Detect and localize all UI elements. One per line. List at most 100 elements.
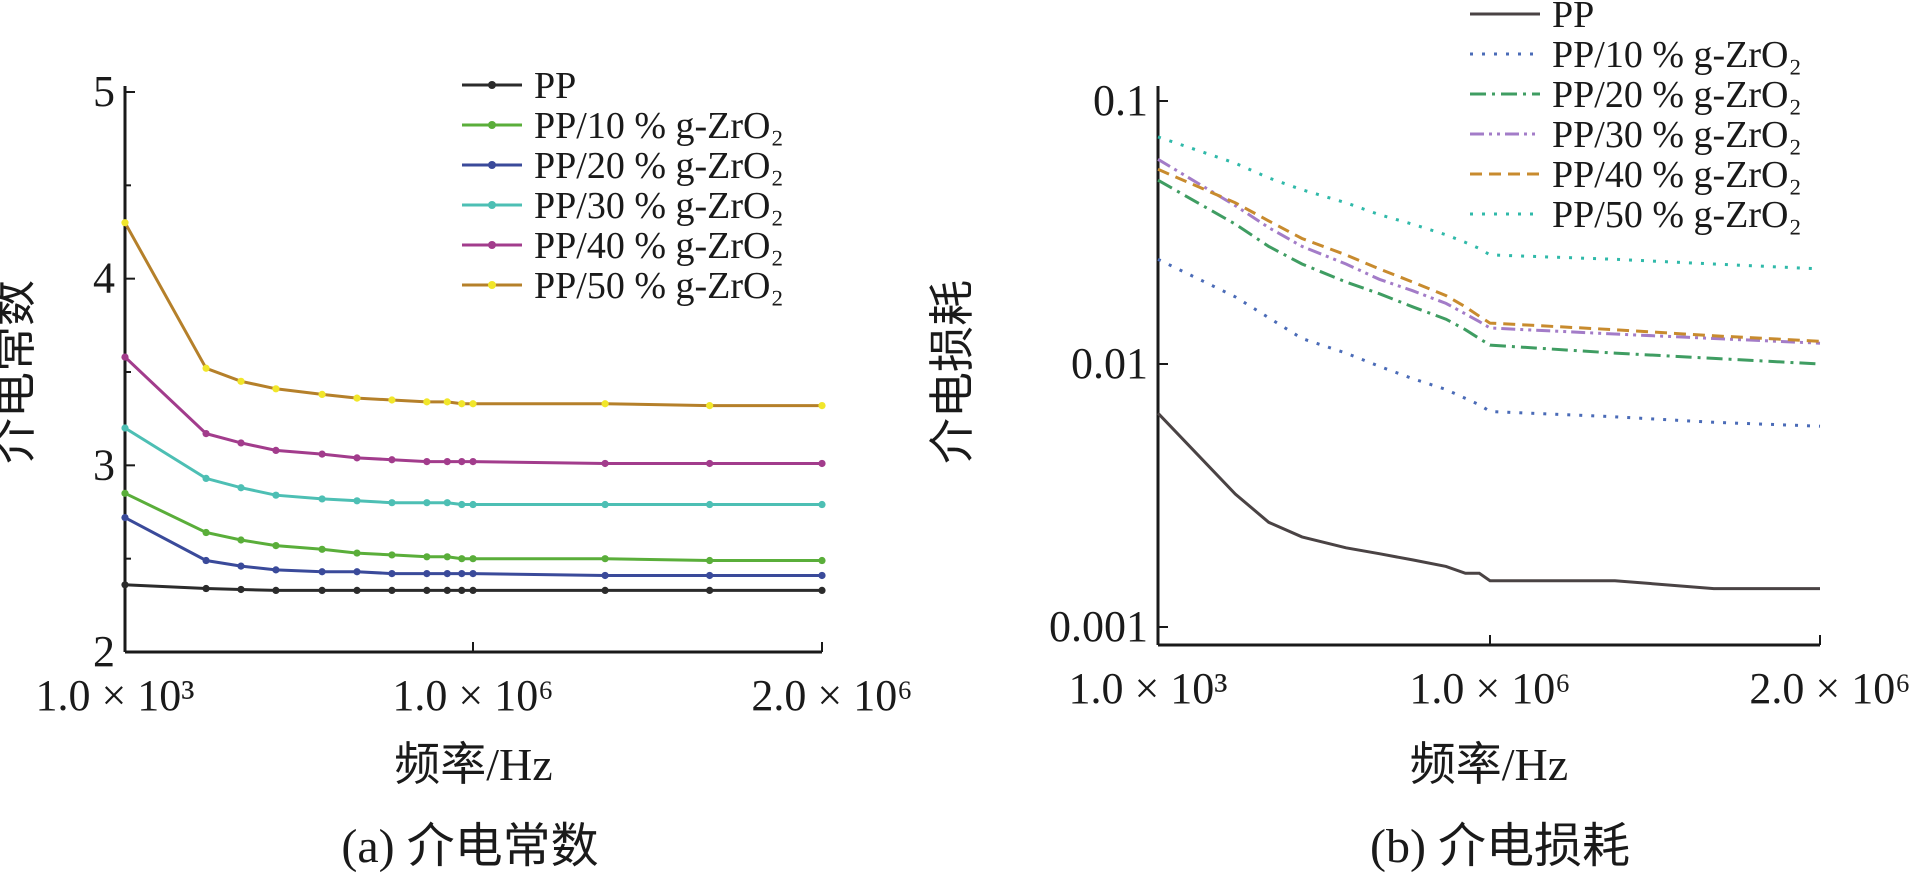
data-point [458, 586, 466, 595]
data-point [443, 553, 451, 561]
data-point [318, 450, 326, 458]
data-point [469, 458, 477, 466]
data-point [121, 489, 129, 497]
legend-marker [488, 161, 496, 169]
data-point [353, 394, 361, 402]
data-point [443, 586, 451, 595]
series-line [1157, 135, 1821, 271]
y-tick-label: 0.1 [1093, 76, 1148, 125]
data-point [388, 551, 396, 559]
data-point [601, 586, 609, 595]
data-point [272, 385, 280, 393]
chart-a: 2 3 4 5 1.0 × 10³ 1.0 × 10⁶ 2.0 × 10⁶ 频率/Hz 介电常数… [0, 65, 913, 873]
data-point [818, 556, 826, 565]
data-point [458, 400, 466, 408]
series-a-1 [121, 489, 826, 565]
series-a-5 [121, 219, 826, 410]
data-point [706, 500, 714, 509]
y-tick-label: 0.01 [1071, 339, 1148, 388]
data-point [388, 586, 396, 595]
data-point [443, 458, 451, 466]
series-line [1157, 178, 1821, 366]
series-line [124, 516, 822, 577]
data-point [388, 396, 396, 404]
legend-marker [488, 241, 496, 249]
data-point [706, 571, 714, 580]
data-point [272, 446, 280, 454]
series-line [124, 583, 822, 592]
data-point [443, 499, 451, 507]
legend-label: PP/30 % g-ZrO₂ [534, 185, 784, 227]
data-point [202, 430, 210, 438]
data-point [318, 586, 326, 595]
data-point [237, 377, 245, 385]
y-tick-label: 4 [93, 254, 115, 303]
data-point [318, 390, 326, 398]
panel-caption: (a) 介电常数 [341, 820, 598, 873]
series-line [123, 356, 822, 465]
data-point [458, 458, 466, 466]
data-point [318, 545, 326, 553]
legend-label: PP [534, 65, 576, 107]
data-point [202, 528, 210, 537]
series-b-4 [1157, 167, 1821, 343]
data-point [121, 514, 129, 522]
data-point [458, 500, 466, 509]
x-tick-label: 2.0 × 10⁶ [751, 671, 912, 720]
data-point [423, 586, 431, 595]
data-point [202, 364, 210, 372]
x-axis-label: 频率/Hz [1410, 739, 1568, 790]
legend-marker [488, 81, 496, 89]
x-tick-label: 1.0 × 10³ [1068, 664, 1227, 713]
data-point [202, 584, 210, 593]
data-point [237, 484, 245, 492]
data-point [353, 568, 361, 576]
data-point [706, 586, 714, 595]
data-point [443, 570, 451, 578]
data-point [423, 570, 431, 578]
data-point [818, 571, 826, 580]
legend-label: PP/10 % g-ZrO₂ [1552, 34, 1802, 76]
series-line [124, 426, 822, 506]
series-line [1157, 167, 1821, 343]
legend-label: PP/10 % g-ZrO₂ [534, 105, 784, 147]
data-point [601, 500, 609, 509]
y-tick-label: 0.001 [1049, 602, 1148, 651]
data-point [423, 458, 431, 466]
data-point [818, 586, 826, 595]
series-line [1157, 257, 1821, 428]
series-line [124, 491, 822, 562]
legend-label: PP/30 % g-ZrO₂ [1552, 114, 1802, 156]
data-point [353, 497, 361, 505]
data-point [272, 586, 280, 595]
legend-label: PP [1552, 0, 1594, 36]
data-point [469, 500, 477, 509]
data-point [706, 459, 714, 468]
legend-label: PP/40 % g-ZrO₂ [534, 225, 784, 267]
legend-marker [488, 201, 496, 209]
data-point [353, 549, 361, 557]
data-point [423, 553, 431, 561]
y-tick-label: 3 [93, 440, 115, 489]
data-point [202, 556, 210, 565]
legend-label: PP/20 % g-ZrO₂ [534, 145, 784, 187]
data-point [423, 398, 431, 406]
y-tick-label: 5 [93, 67, 115, 116]
series-b-5 [1157, 135, 1821, 271]
data-point [443, 398, 451, 406]
data-point [469, 400, 477, 408]
data-point [318, 495, 326, 503]
data-point [272, 566, 280, 574]
chart-b: 0.001 0.01 0.1 1.0 × 10³ 1.0 × 10⁶ 2.0 × 10⁶ 频… [927, 0, 1911, 873]
y-tick-label: 2 [93, 627, 115, 676]
panel-caption: (b) 介电损耗 [1370, 820, 1630, 873]
x-tick-label: 2.0 × 10⁶ [1749, 664, 1910, 713]
legend-marker [488, 121, 496, 129]
y-axis-label: 介电损耗 [927, 280, 978, 464]
data-point [318, 568, 326, 576]
data-point [706, 556, 714, 565]
data-point [601, 555, 609, 563]
